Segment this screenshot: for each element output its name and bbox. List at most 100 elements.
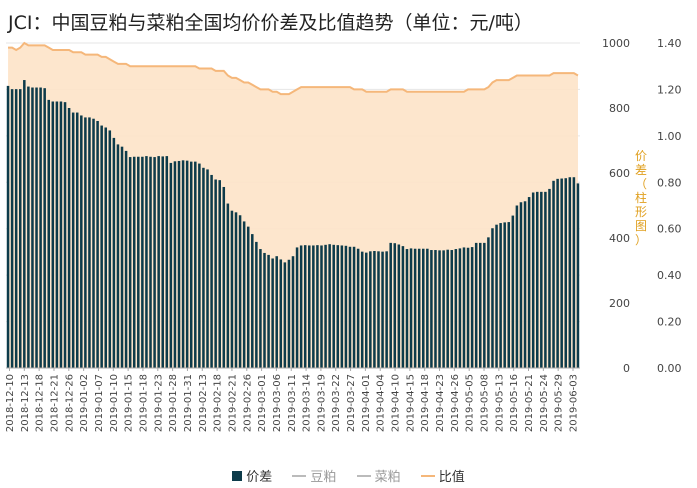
legend-item-ratio[interactable]: 比值 (420, 466, 465, 485)
spread-bar (503, 222, 506, 368)
spread-bar (487, 237, 490, 368)
spread-bar (173, 161, 177, 368)
spread-bar (255, 241, 258, 368)
x-tick-label: 2019-04-15 (405, 374, 416, 432)
spread-bar (177, 160, 181, 368)
spread-bar (295, 247, 299, 368)
spread-bar (267, 254, 270, 368)
legend-label-ratio: 比值 (438, 470, 465, 485)
spread-bar (132, 156, 136, 368)
x-tick-label: 2019-05-16 (509, 374, 520, 432)
legend-label-spread: 价差 (246, 470, 273, 485)
spread-bar (409, 248, 413, 368)
spread-bar (55, 101, 59, 368)
x-tick-label: 2018-12-21 (49, 374, 60, 432)
x-tick-label: 2019-01-23 (153, 374, 164, 432)
x-tick-label: 2019-04-26 (450, 374, 461, 432)
spread-bar (531, 192, 535, 368)
spread-bar (356, 248, 360, 368)
spread-bar (279, 259, 283, 368)
spread-bar (352, 246, 356, 368)
spread-bar (470, 247, 474, 368)
x-tick-label: 2018-12-26 (64, 374, 75, 432)
spread-bar (360, 251, 364, 368)
spread-bar (381, 251, 384, 368)
spread-bar (157, 156, 160, 368)
y-right-tick-label: 0.00 (657, 362, 682, 375)
spread-bar (568, 177, 572, 368)
spread-bar (535, 191, 539, 368)
spread-bar (523, 201, 527, 368)
spread-bar (389, 242, 392, 369)
legend-swatch-rapeseed (356, 474, 371, 477)
spread-bar (226, 203, 230, 368)
spread-bar (194, 161, 197, 369)
spread-bar (35, 87, 38, 369)
ratio-line (8, 41, 579, 96)
spread-bar (214, 179, 217, 368)
legend-item-rapeseed[interactable]: 菜粕 (356, 466, 401, 485)
legend-swatch-ratio (420, 474, 435, 477)
spread-bar (365, 252, 368, 369)
spread-bar (369, 251, 372, 368)
spread-bar (483, 242, 486, 369)
legend-label-soy: 豆粕 (310, 470, 337, 485)
x-tick-label: 2019-01-15 (124, 374, 135, 432)
spread-bar (165, 156, 169, 368)
x-tick-label: 2019-02-26 (242, 374, 253, 432)
x-tick-label: 2019-01-02 (79, 374, 90, 432)
y-right-tick-label: 0.20 (657, 316, 682, 329)
spread-bar (39, 87, 42, 369)
spread-bar (479, 242, 482, 369)
spread-bar (116, 144, 120, 368)
spread-bar (210, 174, 213, 368)
y-right-tick-label: 1.40 (657, 37, 682, 50)
spread-bar (434, 250, 437, 368)
spread-bar (519, 202, 523, 368)
spread-bar (80, 115, 83, 368)
spread-bar (324, 244, 327, 368)
x-tick-label: 2019-01-28 (168, 374, 179, 432)
x-tick-label: 2019-02-18 (213, 374, 224, 432)
spread-bar (112, 137, 116, 368)
spread-bar (511, 215, 515, 368)
x-tick-label: 2018-12-18 (35, 374, 46, 432)
x-tick-label: 2019-03-11 (287, 374, 298, 432)
x-tick-label: 2019-03-19 (316, 374, 327, 432)
spread-bar (84, 117, 87, 368)
x-tick-label: 2019-06-03 (569, 374, 580, 432)
spread-bar (283, 262, 287, 369)
spread-bar (397, 244, 401, 368)
spread-bar (466, 247, 470, 368)
spread-bar (348, 246, 352, 368)
x-tick-label: 2019-03-01 (257, 374, 268, 432)
y-axis-left-ticks: 0 200 400 600 800 1000 (602, 37, 630, 375)
spread-bar (344, 245, 348, 368)
spread-bar (275, 256, 278, 368)
y-right-tick-label: 1.20 (657, 83, 682, 96)
legend-swatch-spread (232, 470, 243, 481)
spread-bar (491, 228, 494, 368)
spread-bar (548, 188, 551, 368)
spread-bar (312, 245, 315, 368)
spread-bar (540, 191, 543, 368)
spread-bar (141, 156, 144, 368)
x-tick-label: 2019-04-18 (420, 374, 431, 432)
legend-item-soy[interactable]: 豆粕 (292, 466, 336, 485)
x-tick-label: 2019-03-14 (302, 374, 313, 432)
y-right-tick-label: 1.00 (657, 130, 682, 143)
legend-item-spread[interactable]: 价差 (232, 466, 272, 485)
spread-bar (495, 224, 498, 368)
spread-bar (458, 248, 462, 368)
legend-swatch-soy (292, 474, 307, 477)
spread-bar (230, 210, 234, 368)
spread-bar (96, 121, 99, 368)
spread-bar (185, 160, 189, 368)
x-tick-label: 2019-02-21 (227, 374, 238, 432)
spread-bar (59, 101, 63, 368)
x-tick-label: 2019-01-31 (183, 374, 194, 432)
x-tick-label: 2019-05-24 (539, 374, 550, 432)
spread-bar (308, 245, 311, 368)
spread-bar (507, 222, 511, 368)
